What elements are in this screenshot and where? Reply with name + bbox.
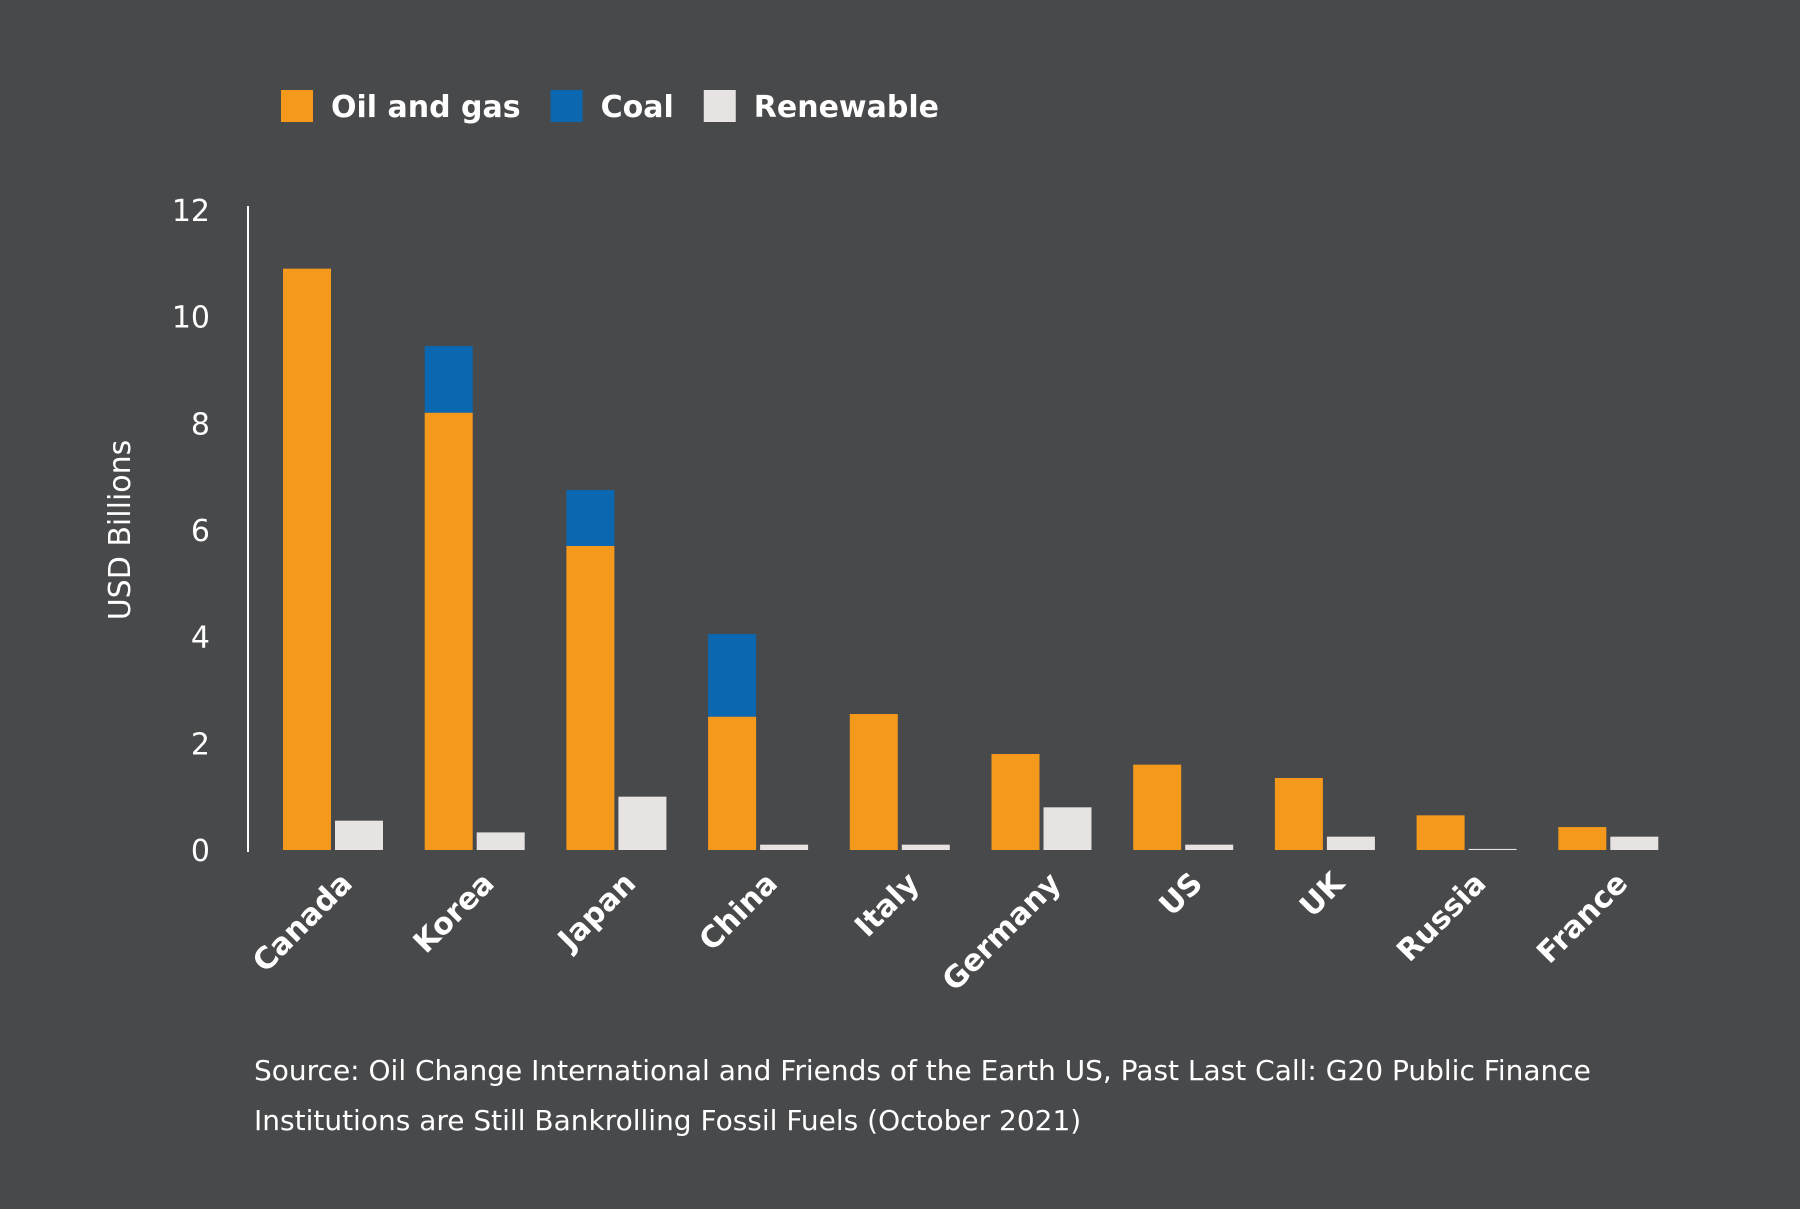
bars bbox=[283, 268, 1659, 851]
x-tick-label-china: China bbox=[693, 866, 785, 958]
bar-france-oil-and-gas bbox=[1558, 827, 1607, 850]
bar-group-russia bbox=[1416, 815, 1517, 850]
y-axis-label: USD Billions bbox=[103, 440, 138, 621]
bar-france-renewable bbox=[1610, 836, 1659, 850]
bar-group-japan bbox=[566, 490, 667, 850]
source-line-1: Source: Oil Change International and Fri… bbox=[254, 1054, 1591, 1087]
legend-item-renewable: Renewable bbox=[703, 90, 939, 125]
bar-canada-renewable bbox=[335, 820, 383, 850]
bar-group-germany bbox=[991, 754, 1092, 850]
y-tick-label-0: 0 bbox=[191, 834, 210, 869]
legend-label-renewable: Renewable bbox=[754, 90, 939, 125]
x-tick-label-russia: Russia bbox=[1390, 866, 1493, 969]
bar-japan-coal bbox=[566, 490, 615, 546]
bar-group-france bbox=[1558, 827, 1659, 850]
legend-swatch-coal bbox=[550, 90, 583, 122]
bar-japan-oil-and-gas bbox=[566, 546, 615, 850]
y-tick-label-2: 2 bbox=[191, 727, 210, 762]
bar-group-uk bbox=[1274, 778, 1375, 850]
bar-russia-renewable bbox=[1468, 848, 1517, 850]
bar-germany-renewable bbox=[1043, 807, 1092, 850]
x-tick-label-uk: UK bbox=[1293, 865, 1353, 925]
bar-italy-renewable bbox=[901, 844, 950, 850]
bar-korea-coal bbox=[424, 346, 473, 413]
y-tick-label-8: 8 bbox=[191, 407, 210, 442]
bar-china-oil-and-gas bbox=[708, 716, 757, 850]
x-tick-label-korea: Korea bbox=[407, 866, 502, 961]
legend-item-coal: Coal bbox=[550, 90, 674, 125]
bar-japan-renewable bbox=[618, 796, 667, 850]
y-tick-label-6: 6 bbox=[191, 514, 210, 549]
legend-label-oil-and-gas: Oil and gas bbox=[331, 90, 521, 125]
y-tick-label-4: 4 bbox=[191, 621, 210, 656]
source-note: Source: Oil Change International and Fri… bbox=[254, 1046, 1734, 1146]
bar-group-canada bbox=[283, 268, 383, 851]
x-tick-label-germany: Germany bbox=[936, 866, 1069, 999]
y-axis: USD Billions 0 2 4 6 8 10 12 bbox=[103, 194, 249, 869]
bar-china-renewable bbox=[760, 844, 809, 850]
bar-germany-oil-and-gas bbox=[991, 754, 1040, 850]
bar-group-korea bbox=[424, 346, 525, 850]
source-line-2: Institutions are Still Bankrolling Fossi… bbox=[254, 1104, 1082, 1137]
bar-uk-renewable bbox=[1326, 836, 1375, 850]
legend-item-oil-and-gas: Oil and gas bbox=[281, 90, 521, 125]
bar-group-italy bbox=[849, 714, 950, 850]
y-tick-label-10: 10 bbox=[172, 301, 210, 336]
bar-group-china bbox=[708, 634, 809, 850]
bar-us-renewable bbox=[1185, 844, 1234, 850]
y-tick-label-12: 12 bbox=[172, 194, 210, 229]
legend-swatch-renewable bbox=[703, 90, 736, 122]
bar-russia-oil-and-gas bbox=[1416, 815, 1465, 850]
bar-us-oil-and-gas bbox=[1133, 764, 1182, 850]
x-tick-label-japan: Japan bbox=[550, 866, 643, 959]
bar-korea-oil-and-gas bbox=[424, 412, 473, 850]
bar-canada-oil-and-gas bbox=[283, 268, 331, 851]
x-tick-label-canada: Canada bbox=[246, 866, 360, 980]
bar-uk-oil-and-gas bbox=[1274, 778, 1323, 850]
legend-swatch-oil-and-gas bbox=[281, 90, 313, 122]
x-tick-label-us: US bbox=[1153, 866, 1210, 923]
x-axis: Canada Korea Japan China Italy Germany US UK Rus… bbox=[246, 865, 1635, 999]
bar-italy-oil-and-gas bbox=[849, 714, 898, 850]
bar-china-coal bbox=[708, 634, 757, 717]
bar-group-us bbox=[1133, 764, 1234, 850]
legend: Oil and gas Coal Renewable bbox=[281, 90, 939, 125]
x-tick-label-italy: Italy bbox=[848, 866, 927, 945]
bar-korea-renewable bbox=[476, 832, 525, 850]
x-tick-label-france: France bbox=[1530, 866, 1635, 971]
legend-label-coal: Coal bbox=[601, 90, 674, 125]
